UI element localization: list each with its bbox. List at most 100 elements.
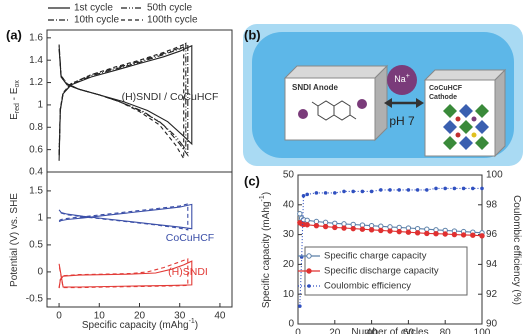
y-tick-label: 1	[37, 213, 43, 224]
annotation: CoCuHCF	[166, 232, 214, 244]
legend-label: Specific discharge capacity	[324, 266, 439, 277]
data-point	[460, 232, 467, 238]
data-point	[298, 304, 302, 308]
x-tick-label: 0	[56, 311, 62, 322]
x-tick-label: 20	[134, 311, 146, 322]
annotation: (H)SNDI	[168, 266, 208, 278]
data-point	[443, 186, 448, 191]
y-tick-label: 0	[37, 267, 43, 278]
data-point	[379, 188, 383, 192]
data-point	[470, 232, 476, 238]
y-axis-label-part: )	[261, 192, 272, 195]
y-axis-label-part: -1	[259, 195, 266, 201]
y-tick-label: 10	[283, 289, 295, 300]
data-point	[406, 188, 411, 192]
legend-label: 10th cycle	[74, 15, 119, 26]
data-point	[351, 189, 356, 194]
x-tick-label: 10	[94, 311, 106, 322]
plot-frame	[297, 174, 483, 325]
y-axis-label-part: E	[9, 113, 20, 120]
y-tick-label: 0.5	[29, 240, 43, 251]
y-tick-label: 1.4	[29, 55, 43, 66]
data-point	[396, 228, 402, 235]
y-tick-label: 1.5	[29, 186, 43, 197]
y2-tick-label: 94	[486, 259, 498, 270]
series-line	[58, 43, 185, 161]
panel-label: (c)	[244, 173, 260, 188]
y-tick-label: 20	[283, 259, 295, 270]
x-tick-label: 60	[403, 328, 415, 334]
y2-tick-label: 90	[486, 319, 498, 330]
data-point	[479, 233, 485, 239]
data-point	[415, 188, 420, 192]
series-line	[58, 203, 193, 230]
y-tick-label: 0.4	[29, 167, 43, 178]
data-point	[414, 230, 421, 236]
y-axis-label-part: ox	[14, 80, 21, 88]
x-axis-label-part: Number of cycles	[351, 327, 428, 334]
legend-box	[304, 246, 468, 296]
panel-label: (b)	[244, 27, 261, 42]
data-point	[350, 225, 356, 232]
cathode-side	[494, 68, 506, 158]
y2-tick-label: 92	[486, 289, 498, 300]
y-tick-label: 0	[288, 319, 294, 330]
y2-axis-label: Coulombic efficiency (%)	[511, 195, 522, 305]
ion-charge: +	[406, 73, 410, 80]
y-tick-label: 0.8	[29, 122, 43, 133]
x-axis-label-part: )	[195, 320, 198, 331]
ion-label: Na+	[394, 73, 410, 84]
data-point	[425, 188, 429, 192]
data-point	[452, 186, 457, 191]
x-tick-label: 40	[214, 311, 226, 322]
annotation: (H)SNDI / CoCuHCF	[122, 91, 219, 103]
series-line	[58, 258, 189, 289]
data-point	[305, 192, 310, 197]
panel-label: (a)	[6, 27, 22, 42]
data-point	[304, 217, 310, 223]
x-tick-label: 100	[474, 328, 491, 334]
cathode-top	[423, 69, 507, 81]
data-point	[304, 222, 310, 228]
arrow-head	[384, 98, 392, 108]
x-tick-label: 40	[366, 328, 378, 334]
data-point	[480, 186, 484, 191]
y-tick-label: 1.2	[29, 77, 43, 88]
molecule-na	[357, 99, 367, 109]
anode-top	[283, 65, 389, 79]
data-point	[461, 186, 466, 191]
y2-axis-label-part: Coulombic efficiency (%)	[511, 195, 522, 305]
legend-marker	[306, 268, 312, 274]
data-point	[405, 229, 412, 235]
legend-label: 100th cycle	[147, 15, 198, 26]
legend-label: 1st cycle	[74, 3, 113, 14]
data-point	[360, 189, 365, 194]
data-point	[323, 191, 328, 195]
y2-tick-label: 96	[486, 229, 498, 240]
y-tick-label: 1.6	[29, 32, 43, 43]
y-axis-label-part: red	[14, 103, 21, 113]
y-tick-label: 0.6	[29, 144, 43, 155]
x-axis-label-part: Specific capacity (mAhg	[82, 320, 189, 331]
data-point	[341, 225, 347, 231]
anode-front	[284, 77, 376, 141]
data-point	[297, 211, 303, 217]
data-point	[433, 231, 439, 237]
legend-marker	[306, 253, 312, 259]
series-line	[58, 203, 189, 231]
data-point	[471, 186, 475, 191]
legend-marker	[307, 284, 311, 288]
data-point	[301, 194, 306, 198]
x-axis-label: Number of cycles	[351, 327, 428, 334]
data-point	[451, 231, 458, 238]
y-tick-label: 40	[283, 199, 295, 210]
molecule	[311, 100, 357, 121]
data-point	[369, 189, 374, 194]
legend-label: 50th cycle	[147, 3, 192, 14]
y-axis-label-part: Specific capacity (mAhg	[261, 201, 272, 308]
data-point	[333, 191, 337, 195]
y-axis-label: Specific capacity (mAhg-1)	[259, 192, 271, 308]
y-axis-label: Potential (V) vs. SHE	[9, 193, 20, 287]
